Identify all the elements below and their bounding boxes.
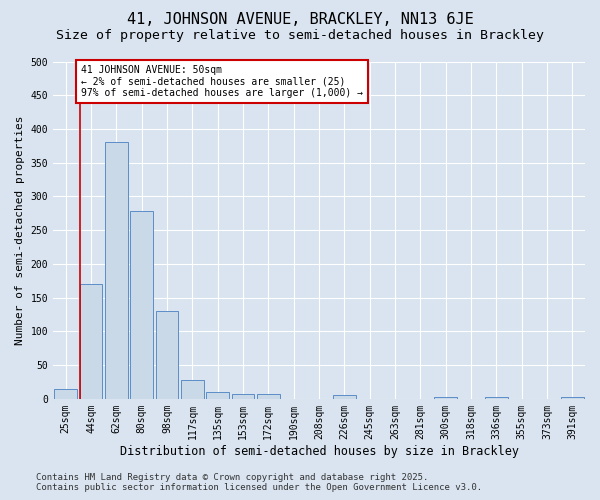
Bar — [181, 380, 204, 399]
Text: 41, JOHNSON AVENUE, BRACKLEY, NN13 6JE: 41, JOHNSON AVENUE, BRACKLEY, NN13 6JE — [127, 12, 473, 28]
Bar — [130, 212, 153, 399]
Bar — [80, 284, 103, 399]
Bar — [333, 396, 356, 399]
Bar — [257, 394, 280, 399]
Bar — [155, 311, 178, 399]
Bar — [485, 397, 508, 399]
Bar — [561, 398, 584, 399]
Bar — [434, 397, 457, 399]
X-axis label: Distribution of semi-detached houses by size in Brackley: Distribution of semi-detached houses by … — [119, 444, 518, 458]
Bar — [206, 392, 229, 399]
Text: Size of property relative to semi-detached houses in Brackley: Size of property relative to semi-detach… — [56, 28, 544, 42]
Text: Contains HM Land Registry data © Crown copyright and database right 2025.
Contai: Contains HM Land Registry data © Crown c… — [36, 473, 482, 492]
Bar — [232, 394, 254, 399]
Text: 41 JOHNSON AVENUE: 50sqm
← 2% of semi-detached houses are smaller (25)
97% of se: 41 JOHNSON AVENUE: 50sqm ← 2% of semi-de… — [81, 65, 363, 98]
Bar — [105, 142, 128, 399]
Bar — [55, 388, 77, 399]
Y-axis label: Number of semi-detached properties: Number of semi-detached properties — [15, 116, 25, 345]
